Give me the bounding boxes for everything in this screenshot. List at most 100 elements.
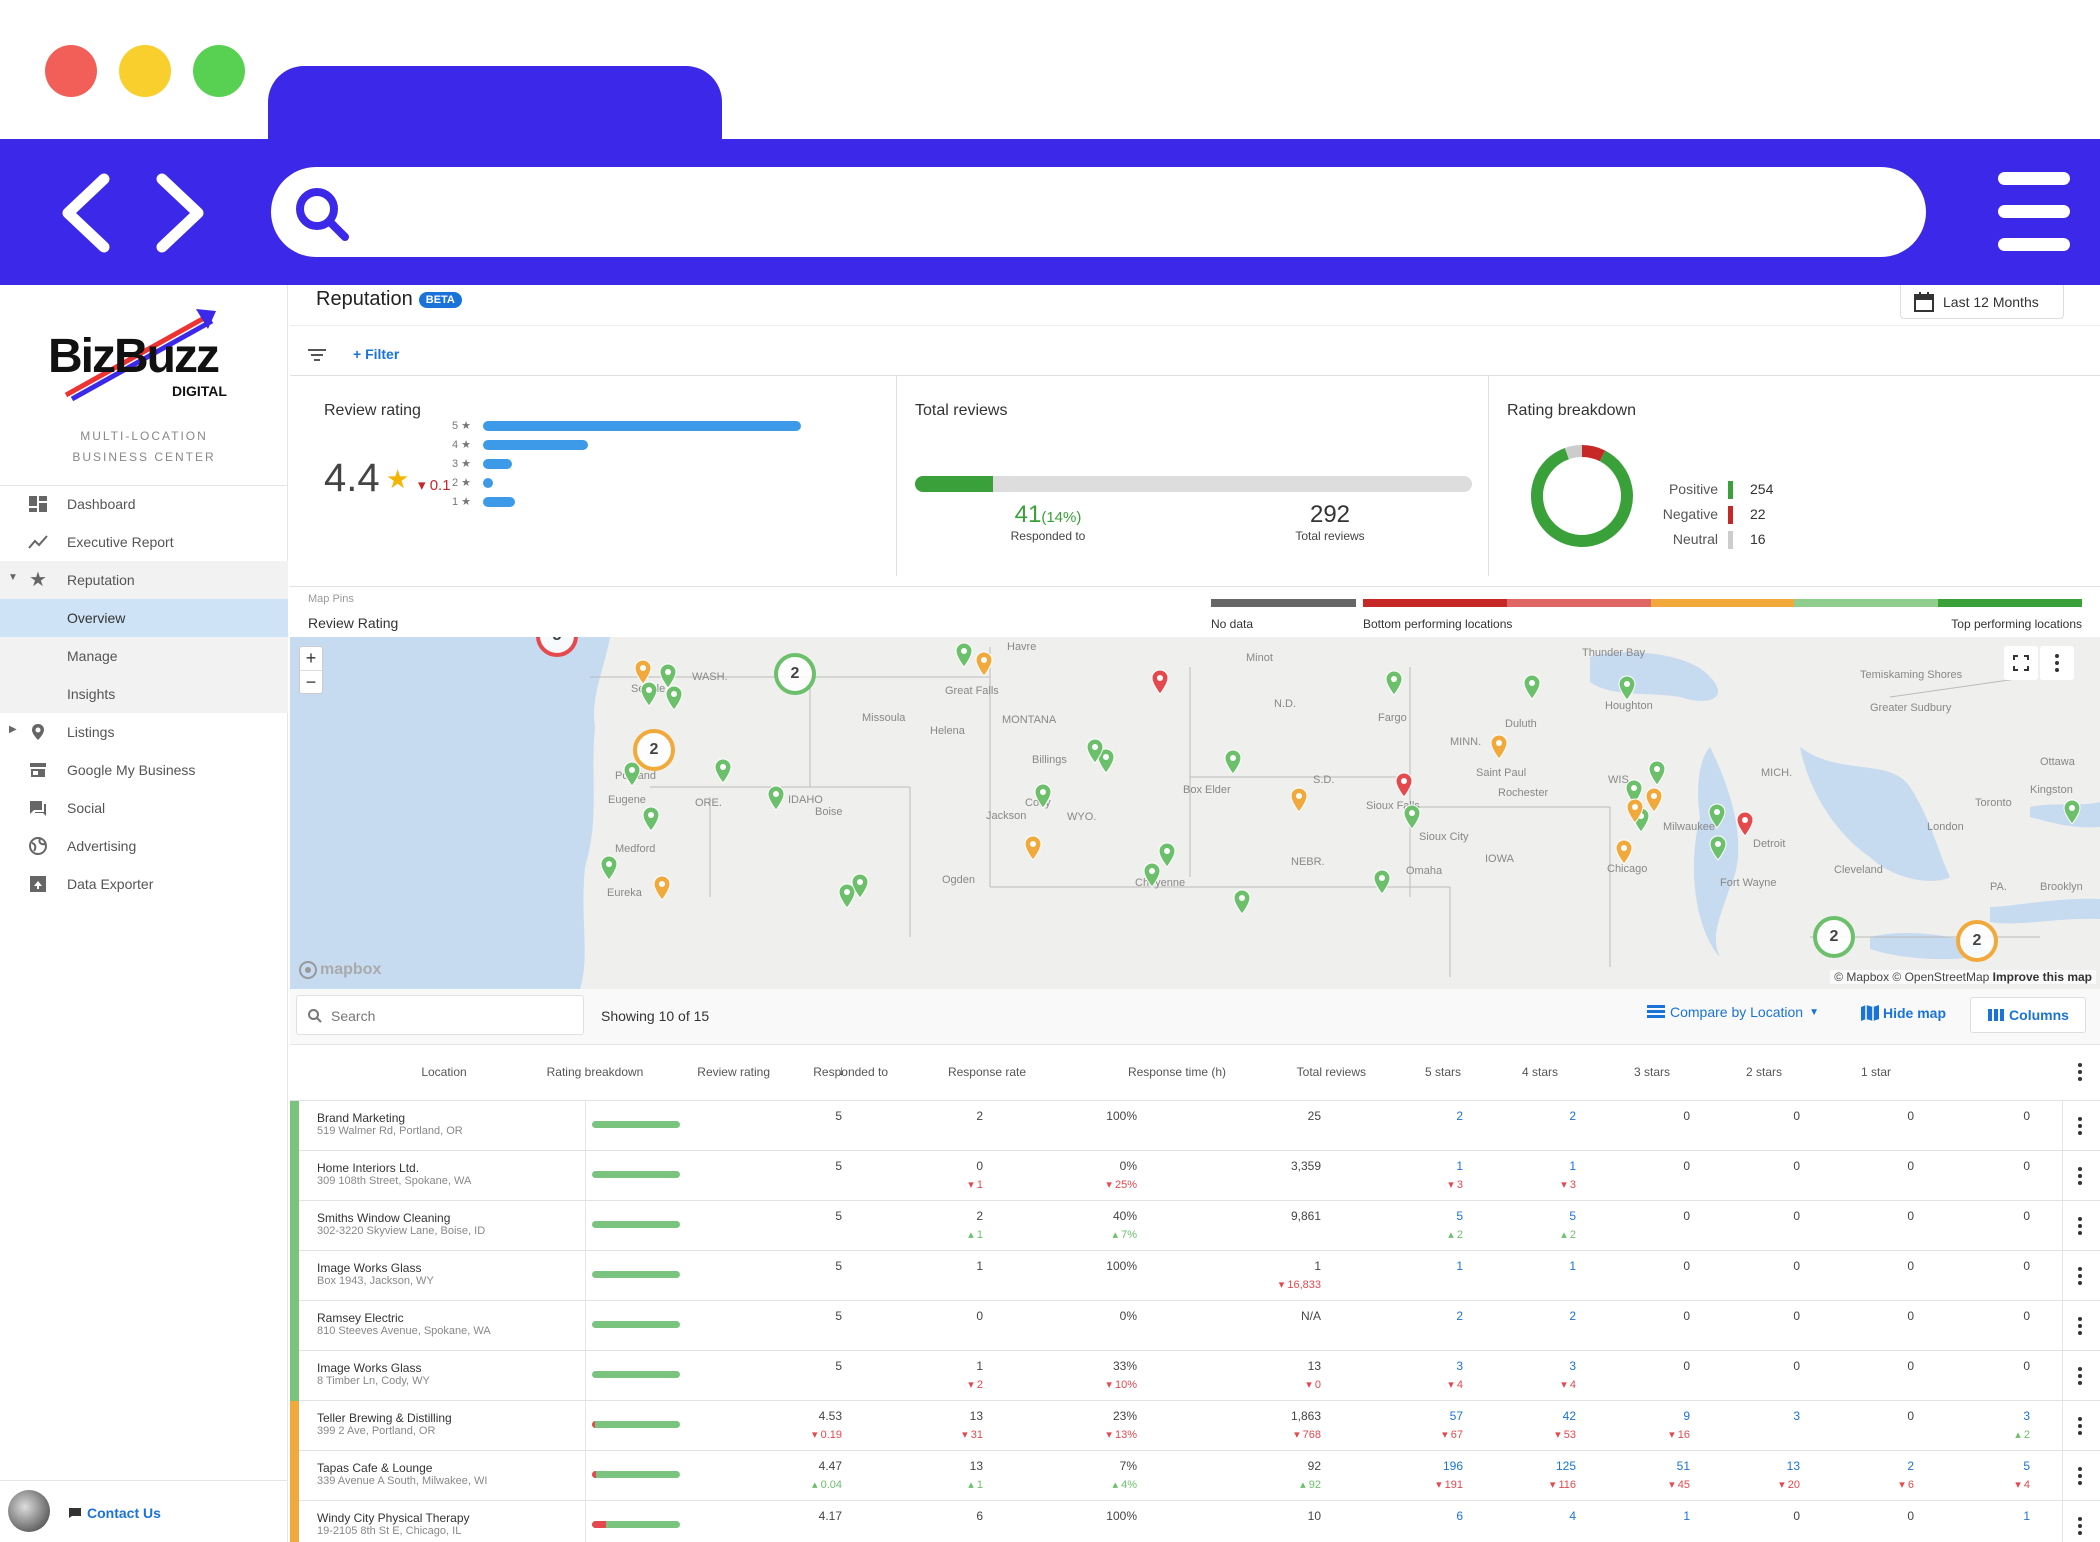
filter-list-icon[interactable] — [307, 347, 327, 363]
map-cluster[interactable]: 2 — [633, 729, 675, 771]
sidebar-item-google-my-business[interactable]: Google My Business — [0, 751, 288, 789]
column-header[interactable]: Review rating — [697, 1065, 770, 1079]
sidebar-item-reputation[interactable]: ▼ ★ Reputation — [0, 561, 288, 599]
sidebar-item-data-exporter[interactable]: Data Exporter — [0, 865, 288, 903]
row-more-button[interactable] — [2078, 1267, 2082, 1285]
column-header[interactable]: 5 stars — [1424, 1065, 1461, 1079]
map-pin[interactable] — [851, 873, 869, 899]
sidebar-item-dashboard[interactable]: Dashboard — [0, 485, 288, 523]
location-name[interactable]: Smiths Window Cleaning — [317, 1211, 451, 1225]
map-pin[interactable] — [838, 883, 856, 909]
table-row[interactable]: Image Works Glass 8 Timber Ln, Cody, WY 5 1… — [290, 1351, 2100, 1401]
header-sort-arrow-icon[interactable]: ↓ — [838, 1062, 845, 1078]
map-pin[interactable] — [1709, 835, 1727, 861]
back-icon[interactable] — [58, 171, 114, 255]
improve-map-link[interactable]: Improve this map — [1992, 970, 2092, 984]
column-header[interactable]: 1 star — [1860, 1065, 1891, 1079]
map-pin[interactable] — [2063, 799, 2081, 825]
row-more-button[interactable] — [2078, 1367, 2082, 1385]
map-pin[interactable] — [1024, 835, 1042, 861]
location-name[interactable]: Image Works Glass — [317, 1361, 422, 1375]
map-pin[interactable] — [1290, 787, 1308, 813]
location-name[interactable]: Ramsey Electric — [317, 1311, 404, 1325]
sidebar-item-executive-report[interactable]: Executive Report — [0, 523, 288, 561]
avatar[interactable] — [8, 1490, 50, 1532]
map-pin[interactable] — [659, 663, 677, 689]
map-pin[interactable] — [1523, 674, 1541, 700]
map-pin[interactable] — [653, 875, 671, 901]
sidebar-item-advertising[interactable]: Advertising — [0, 827, 288, 865]
column-header[interactable]: 4 stars — [1521, 1065, 1558, 1079]
table-row[interactable]: Teller Brewing & Distilling 399 2 Ave, Po… — [290, 1401, 2100, 1451]
table-row[interactable]: Smiths Window Cleaning 302-3220 Skyview L… — [290, 1201, 2100, 1251]
table-row[interactable]: Windy City Physical Therapy 19-2105 8th S… — [290, 1501, 2100, 1542]
column-header[interactable]: Total reviews — [1296, 1065, 1366, 1079]
location-name[interactable]: Image Works Glass — [317, 1261, 422, 1275]
map-cluster[interactable]: 2 — [1813, 916, 1855, 958]
location-name[interactable]: Home Interiors Ltd. — [317, 1161, 420, 1175]
map-pin[interactable] — [714, 758, 732, 784]
map-pin[interactable] — [1736, 811, 1754, 837]
map-pin[interactable] — [1615, 839, 1633, 865]
location-name[interactable]: Windy City Physical Therapy — [317, 1511, 470, 1525]
row-more-button[interactable] — [2078, 1517, 2082, 1535]
map-pin[interactable] — [1233, 889, 1251, 915]
map-pin[interactable] — [1490, 734, 1508, 760]
compare-by-location-button[interactable]: Compare by Location ▼ — [1646, 1004, 1819, 1020]
map-pin[interactable] — [1618, 675, 1636, 701]
column-header[interactable]: Response rate — [947, 1065, 1026, 1079]
header-more-button[interactable] — [2078, 1063, 2082, 1081]
map-pin[interactable] — [1645, 787, 1663, 813]
fullscreen-button[interactable] — [2004, 646, 2038, 680]
brand-logo[interactable]: BizBuzz DIGITAL — [46, 305, 246, 405]
column-header[interactable]: 2 stars — [1745, 1065, 1782, 1079]
location-name[interactable]: Tapas Cafe & Lounge — [317, 1461, 433, 1475]
map-pin[interactable] — [1143, 862, 1161, 888]
map-pin[interactable] — [1648, 760, 1666, 786]
location-name[interactable]: Brand Marketing — [317, 1111, 406, 1125]
row-more-button[interactable] — [2078, 1417, 2082, 1435]
search-input[interactable]: Search — [296, 995, 584, 1035]
row-more-button[interactable] — [2078, 1317, 2082, 1335]
map-cluster[interactable]: 2 — [774, 653, 816, 695]
map-pin[interactable] — [975, 651, 993, 677]
table-row[interactable]: Tapas Cafe & Lounge 339 Avenue A South, M… — [290, 1451, 2100, 1501]
sidebar-item-listings[interactable]: ▶ Listings — [0, 713, 288, 751]
map-pin[interactable] — [600, 855, 618, 881]
column-header[interactable]: Location — [421, 1065, 467, 1079]
address-bar[interactable] — [271, 167, 1926, 257]
map-pin[interactable] — [1373, 869, 1391, 895]
zoom-out-button[interactable]: − — [305, 672, 317, 692]
map-pin[interactable] — [1224, 749, 1242, 775]
maximize-window-dot[interactable] — [193, 45, 245, 97]
date-range-button[interactable]: Last 12 Months — [1900, 285, 2064, 319]
row-more-button[interactable] — [2078, 1217, 2082, 1235]
sidebar-item-insights[interactable]: Insights — [0, 675, 288, 713]
columns-button[interactable]: Columns — [1970, 997, 2086, 1033]
map-pin[interactable] — [1403, 804, 1421, 830]
column-header[interactable]: Response time (h) — [1127, 1065, 1226, 1079]
map-pin[interactable] — [1158, 842, 1176, 868]
sidebar-item-overview[interactable]: Overview — [0, 599, 288, 637]
sidebar-item-social[interactable]: Social — [0, 789, 288, 827]
sidebar-item-manage[interactable]: Manage — [0, 637, 288, 675]
map-pin[interactable] — [1395, 772, 1413, 798]
map-pin[interactable] — [1626, 798, 1644, 824]
map-cluster[interactable]: 2 — [1956, 920, 1998, 962]
map-more-button[interactable] — [2040, 646, 2074, 680]
column-header[interactable]: Rating breakdown — [546, 1065, 644, 1079]
add-filter-button[interactable]: + Filter — [353, 346, 400, 362]
column-header[interactable]: Responded to — [813, 1065, 888, 1079]
minimize-window-dot[interactable] — [119, 45, 171, 97]
mapbox-logo[interactable]: mapbox — [298, 960, 381, 980]
row-more-button[interactable] — [2078, 1467, 2082, 1485]
browser-tab[interactable] — [268, 66, 722, 150]
contact-us-link[interactable]: Contact Us — [68, 1505, 161, 1521]
zoom-in-button[interactable]: + — [300, 647, 322, 671]
table-row[interactable]: Ramsey Electric 810 Steeves Avenue, Spoka… — [290, 1301, 2100, 1351]
map-pin[interactable] — [1708, 803, 1726, 829]
map-pin[interactable] — [1151, 669, 1169, 695]
row-more-button[interactable] — [2078, 1117, 2082, 1135]
hide-map-button[interactable]: Hide map — [1860, 1004, 1946, 1022]
